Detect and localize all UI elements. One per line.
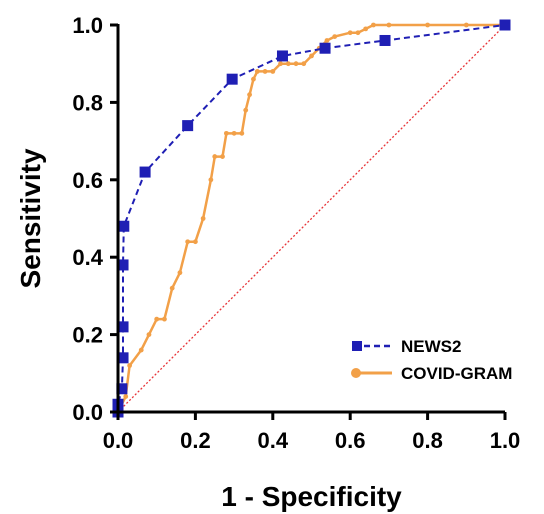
y-tick-label: 0.4: [72, 245, 103, 270]
data-point-covid-gram: [185, 239, 191, 245]
data-point-news2: [118, 220, 130, 232]
data-point-covid-gram: [138, 347, 144, 353]
data-point-covid-gram: [254, 69, 260, 74]
data-point-covid-gram: [285, 61, 291, 67]
data-point-covid-gram: [386, 22, 392, 28]
data-point-covid-gram: [309, 53, 314, 59]
data-point-news2: [116, 383, 128, 395]
y-axis-title: Sensitivity: [15, 148, 46, 288]
data-point-covid-gram: [371, 22, 376, 28]
data-point-news2: [226, 73, 238, 85]
series-line-news2: [117, 24, 506, 412]
axes-layer: 0.0 0.2 0.4 0.6 0.8 1.0 0.0 0.2 0.4 0.6 0.8 1.0: [72, 13, 520, 453]
reference-diagonal-line: [117, 24, 506, 413]
data-point-news2: [117, 321, 129, 333]
data-point-covid-gram: [208, 177, 214, 183]
data-point-news2: [182, 120, 194, 132]
data-point-covid-gram: [293, 61, 299, 67]
data-point-covid-gram: [220, 154, 225, 159]
data-point-covid-gram: [301, 61, 307, 67]
x-tick-label: 0.2: [180, 428, 211, 453]
data-point-covid-gram: [231, 130, 237, 136]
data-point-covid-gram: [169, 285, 175, 291]
x-tick-label: 0.8: [412, 428, 443, 453]
data-point-covid-gram: [247, 92, 252, 98]
legend-item-covid-gram: COVID-GRAM: [351, 364, 512, 383]
data-point-covid-gram: [332, 34, 338, 40]
legend-label: NEWS2: [401, 337, 461, 356]
data-point-news2: [499, 19, 511, 31]
y-tick-label: 1.0: [72, 13, 103, 38]
x-axis-title: 1 - Specificity: [221, 481, 402, 512]
data-point-covid-gram: [262, 69, 268, 74]
x-tick-label: 0.6: [335, 428, 366, 453]
x-tick-label: 0.0: [103, 428, 134, 453]
data-point-covid-gram: [347, 30, 353, 36]
data-point-covid-gram: [193, 239, 198, 245]
legend-label: COVID-GRAM: [401, 364, 512, 383]
y-tick-label: 0.6: [72, 168, 103, 193]
data-point-covid-gram: [251, 76, 256, 82]
data-point-covid-gram: [239, 130, 245, 136]
data-point-covid-gram: [162, 316, 167, 322]
data-point-news2: [379, 34, 391, 46]
data-point-covid-gram: [123, 394, 129, 399]
legend-item-news2: NEWS2: [352, 337, 461, 356]
data-point-covid-gram: [355, 30, 361, 36]
y-tick-label: 0.8: [72, 90, 103, 115]
data-point-covid-gram: [146, 332, 152, 337]
data-point-covid-gram: [270, 69, 276, 74]
data-point-news2: [319, 42, 331, 54]
data-point-covid-gram: [278, 61, 283, 67]
data-point-covid-gram: [212, 154, 218, 159]
data-point-news2: [117, 259, 129, 271]
data-point-covid-gram: [363, 26, 369, 32]
y-tick-label: 0.0: [72, 400, 103, 425]
data-point-covid-gram: [154, 316, 160, 322]
data-point-covid-gram: [324, 38, 330, 43]
data-point-covid-gram: [425, 22, 430, 28]
legend-swatch-marker: [352, 341, 362, 351]
series-covid-gram: [115, 22, 508, 415]
data-point-covid-gram: [177, 270, 183, 276]
series-line-covid-gram: [116, 23, 505, 413]
x-tick-label: 1.0: [490, 428, 521, 453]
data-point-covid-gram: [223, 130, 229, 136]
data-point-covid-gram: [127, 363, 133, 368]
data-point-news2: [139, 166, 151, 178]
x-tick-label: 0.4: [258, 428, 289, 453]
data-point-news2: [117, 352, 129, 364]
reference-layer: [117, 24, 506, 413]
legend-swatch-marker: [351, 368, 361, 378]
data-point-covid-gram: [463, 22, 469, 28]
data-point-news2: [276, 50, 288, 62]
legend: NEWS2 COVID-GRAM: [351, 337, 512, 383]
y-tick-label: 0.2: [72, 323, 103, 348]
data-point-covid-gram: [200, 216, 206, 221]
data-point-covid-gram: [243, 107, 249, 113]
series-layer: [112, 19, 511, 418]
